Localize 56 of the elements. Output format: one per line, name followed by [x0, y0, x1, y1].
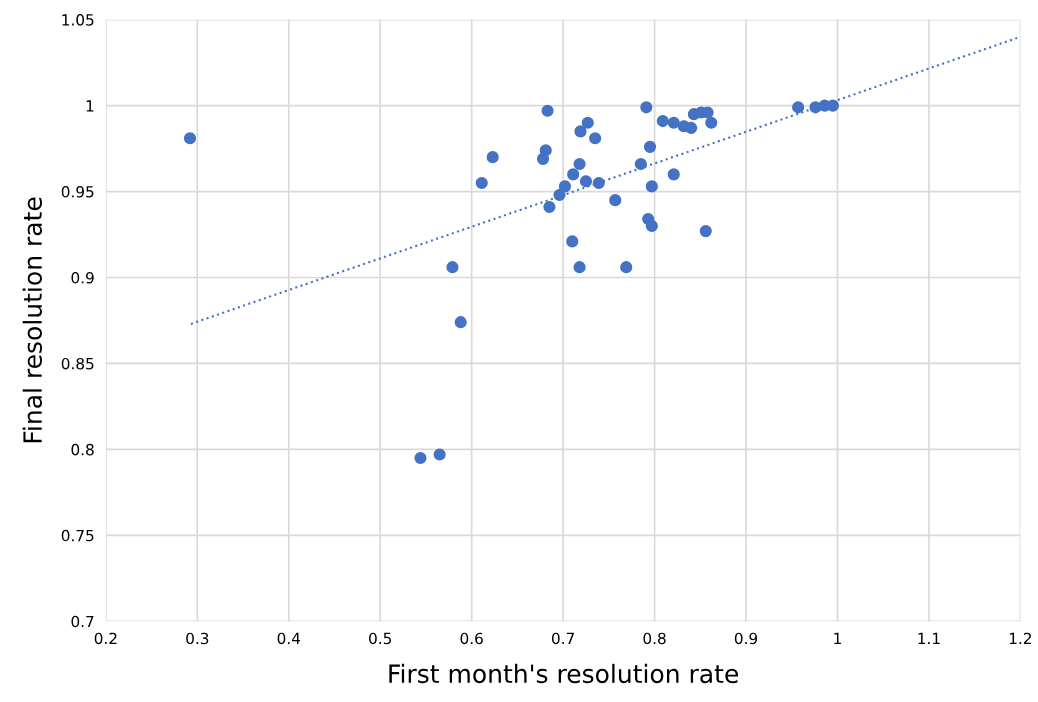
x-tick-label: 0.7 [551, 632, 574, 645]
x-tick-label: 0.4 [277, 632, 301, 645]
point [645, 180, 658, 193]
point [609, 194, 622, 207]
point [558, 180, 572, 193]
x-tick-label: 1.1 [918, 632, 940, 644]
point [486, 151, 499, 164]
y-tick-label: 0.8 [71, 443, 94, 456]
point [667, 168, 680, 181]
point [475, 176, 488, 190]
point [685, 121, 698, 135]
point [414, 451, 427, 465]
point [645, 219, 658, 232]
point [589, 132, 602, 145]
point [446, 261, 459, 274]
x-axis-title: First month's resolution rate [389, 663, 738, 684]
point [792, 101, 805, 114]
point [705, 116, 718, 129]
x-tick-label: 0.9 [734, 632, 758, 645]
point [553, 188, 566, 202]
y-tick-label: 0.9 [71, 271, 94, 284]
point [667, 116, 680, 129]
y-tick-label: 0.85 [61, 357, 94, 370]
point [183, 132, 197, 145]
point [539, 144, 552, 157]
point [566, 235, 579, 248]
point [541, 104, 554, 117]
y-axis-title: Final resolution rate [22, 197, 43, 443]
x-tick-label: 1 [834, 632, 841, 644]
point [433, 448, 446, 461]
point [573, 157, 586, 171]
point [543, 200, 556, 214]
y-tick-label: 0.7 [71, 615, 94, 628]
y-tick-label: 0.75 [61, 529, 94, 542]
point [581, 116, 594, 129]
point [567, 168, 580, 181]
y-tick-label: 1.05 [62, 14, 94, 26]
x-tick-label: 0.6 [460, 632, 483, 645]
point [656, 114, 669, 128]
x-tick-label: 0.2 [94, 632, 117, 645]
point [454, 316, 467, 329]
point [579, 175, 593, 188]
point [640, 101, 653, 114]
point [643, 140, 657, 153]
point [573, 261, 586, 274]
point [574, 125, 587, 138]
y-tick-label: 1 [86, 100, 94, 112]
point [620, 261, 633, 274]
x-tick-label: 0.8 [643, 632, 666, 645]
point [634, 157, 647, 171]
point [592, 176, 605, 190]
x-tick-label: 1.2 [1009, 632, 1031, 644]
x-tick-label: 0.3 [186, 632, 209, 645]
x-tick-label: 0.5 [369, 632, 392, 645]
y-tick-label: 0.95 [61, 186, 94, 198]
point [699, 225, 712, 238]
